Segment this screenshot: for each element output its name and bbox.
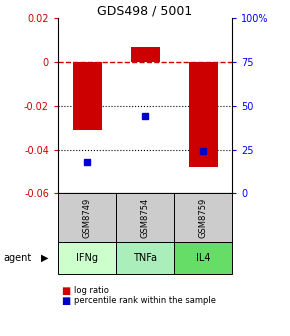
Bar bbox=[72, 62, 102, 130]
Title: GDS498 / 5001: GDS498 / 5001 bbox=[97, 4, 193, 17]
Text: percentile rank within the sample: percentile rank within the sample bbox=[74, 296, 216, 305]
Text: IFNg: IFNg bbox=[76, 253, 98, 263]
Text: TNFa: TNFa bbox=[133, 253, 157, 263]
Text: agent: agent bbox=[3, 253, 31, 263]
Text: GSM8749: GSM8749 bbox=[82, 198, 92, 238]
Bar bbox=[130, 47, 160, 62]
Text: ■: ■ bbox=[61, 286, 70, 296]
Text: ▶: ▶ bbox=[41, 253, 49, 263]
Text: IL4: IL4 bbox=[196, 253, 210, 263]
Text: log ratio: log ratio bbox=[74, 286, 109, 295]
Text: ■: ■ bbox=[61, 296, 70, 306]
Text: GSM8759: GSM8759 bbox=[198, 198, 208, 238]
Text: GSM8754: GSM8754 bbox=[140, 198, 150, 238]
Bar bbox=[188, 62, 218, 167]
